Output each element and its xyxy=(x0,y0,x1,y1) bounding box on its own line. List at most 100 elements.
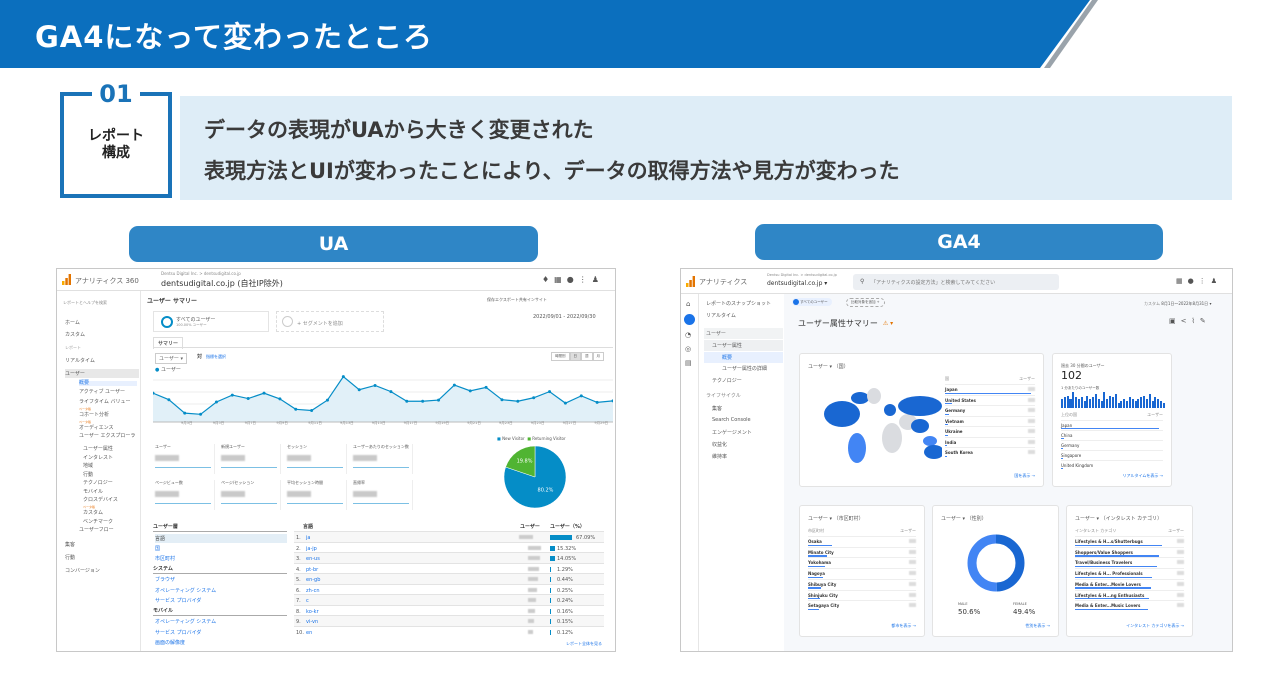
donut-segment-female[interactable] xyxy=(967,534,1025,592)
table-row[interactable]: 2. ja-jp 15.32% xyxy=(294,541,604,553)
table-row[interactable]: 5. en-gb 0.44% xyxy=(294,573,604,584)
select-metric-link[interactable]: 指標を選択 xyxy=(206,354,226,359)
nav-item[interactable]: コンバージョン xyxy=(65,567,100,574)
users-point[interactable] xyxy=(611,399,614,403)
table-row[interactable]: 10. en 0.12% xyxy=(294,625,604,637)
users-point[interactable] xyxy=(373,383,377,387)
minute-bar[interactable] xyxy=(1066,395,1069,408)
card-link[interactable]: インタレスト カテゴリを表示 → xyxy=(1126,623,1184,628)
list-row[interactable]: Shibuya City xyxy=(808,578,916,590)
nav-subitem[interactable]: 地域 xyxy=(83,463,94,469)
nav-item[interactable]: レポートのスナップショット xyxy=(706,301,772,307)
dimension-link[interactable]: 国 xyxy=(155,545,161,552)
nav-subitem[interactable]: ユーザー属性 xyxy=(83,446,113,452)
minute-bar[interactable] xyxy=(1162,402,1165,408)
map-region[interactable] xyxy=(851,392,869,404)
reports-icon[interactable] xyxy=(684,314,695,325)
more-icon[interactable]: ⋮ xyxy=(578,275,592,284)
list-row[interactable]: Lifestyles & H...ng Enthusiasts xyxy=(1075,589,1184,601)
users-point[interactable] xyxy=(389,390,393,394)
table-row[interactable]: 8. ko-kr 0.16% xyxy=(294,604,604,616)
nav-subitem[interactable]: アクティブ ユーザー xyxy=(79,388,125,395)
minute-bar[interactable] xyxy=(1083,400,1086,408)
table-row[interactable]: 3. en-us 14.05% xyxy=(294,552,604,563)
map-region[interactable] xyxy=(898,396,942,416)
minute-bar[interactable] xyxy=(1117,402,1120,408)
users-point[interactable] xyxy=(595,400,599,404)
breadcrumb[interactable]: Dentsu Digital Inc. > dentsudigital.co.j… xyxy=(767,273,837,277)
add-comparison-button[interactable]: 比較対象を追加 + xyxy=(846,298,885,307)
pie-slice[interactable] xyxy=(505,445,536,478)
users-point[interactable] xyxy=(246,397,250,401)
language-link[interactable]: en-gb xyxy=(306,577,321,583)
insights-icon[interactable]: ⌇ xyxy=(1191,317,1200,325)
list-row[interactable]: Vietnam xyxy=(945,415,1035,427)
minute-bar[interactable] xyxy=(1126,400,1129,408)
minute-bar[interactable] xyxy=(1072,392,1075,408)
list-row[interactable]: Singapore xyxy=(1061,450,1163,460)
list-row[interactable]: Shoppers/Value Shoppers xyxy=(1075,546,1184,558)
list-row[interactable]: Osaka xyxy=(808,536,916,547)
minute-bar[interactable] xyxy=(1094,393,1097,408)
topbar-icons[interactable]: ♦▦●⋮♟ xyxy=(542,275,604,284)
users-point[interactable] xyxy=(484,385,488,389)
metric-tile[interactable]: ユーザー xyxy=(153,444,215,474)
nav-subitem[interactable]: コホート分析 xyxy=(79,411,110,418)
map-region[interactable] xyxy=(848,433,866,463)
metric-tile[interactable]: 平均セッション時間 xyxy=(285,480,347,510)
users-point[interactable] xyxy=(579,394,583,398)
card-link[interactable]: 都市を表示 → xyxy=(891,623,916,628)
minute-bar[interactable] xyxy=(1114,393,1117,408)
action-2[interactable]: 共有 xyxy=(518,297,527,302)
minute-bar[interactable] xyxy=(1148,393,1151,408)
users-point[interactable] xyxy=(516,399,520,403)
minute-bar[interactable] xyxy=(1123,399,1126,408)
list-row[interactable]: United States xyxy=(945,394,1035,406)
add-segment-button[interactable]: + セグメントを追加 xyxy=(276,311,384,332)
language-link[interactable]: en xyxy=(306,629,313,636)
table-row[interactable]: 9. vi-vn 0.15% xyxy=(294,615,604,626)
minute-bar[interactable] xyxy=(1145,399,1148,408)
card-link[interactable]: リアルタイムを表示 → xyxy=(1122,473,1163,478)
metric-tile[interactable]: セッション xyxy=(285,444,347,474)
users-point[interactable] xyxy=(357,388,361,392)
minute-bar[interactable] xyxy=(1075,397,1078,408)
users-point[interactable] xyxy=(437,398,441,402)
list-row[interactable]: Media & Enter...Movie Lovers xyxy=(1075,578,1184,590)
segment-chip[interactable]: すべてのユーザー xyxy=(792,298,832,306)
nav-subitem[interactable]: テクノロジー xyxy=(83,480,113,486)
metric-tile[interactable]: ユーザーあたりのセッション数 xyxy=(351,444,413,474)
users-point[interactable] xyxy=(214,400,218,404)
action-0[interactable]: 保存 xyxy=(487,297,495,302)
users-point[interactable] xyxy=(341,375,345,379)
list-row[interactable]: China xyxy=(1061,430,1163,440)
property-selector[interactable]: dentsudigital.co.jp (自社IP除外) xyxy=(161,279,283,288)
minute-bar[interactable] xyxy=(1086,395,1089,408)
minute-bar[interactable] xyxy=(1131,399,1134,408)
minute-bar[interactable] xyxy=(1134,400,1137,408)
notification-icon[interactable]: ♦ xyxy=(542,275,555,284)
minute-bar[interactable] xyxy=(1069,399,1072,408)
granularity-3[interactable]: 月 xyxy=(592,352,604,361)
minute-bar[interactable] xyxy=(1089,399,1092,408)
nav-item[interactable]: リアルタイム xyxy=(65,358,95,364)
minute-bar[interactable] xyxy=(1109,395,1112,408)
nav-item[interactable]: カスタム xyxy=(65,332,86,338)
card-link[interactable]: 性別を表示 → xyxy=(1025,623,1050,628)
edit-icon[interactable]: ✎ xyxy=(1199,317,1211,325)
list-row[interactable]: Japan xyxy=(1061,420,1163,430)
nav-subitem[interactable]: インタレスト xyxy=(83,454,114,461)
list-row[interactable]: Lifestyles & H... Professionals xyxy=(1075,568,1184,579)
action-1[interactable]: エクスポート xyxy=(495,297,519,302)
users-point[interactable] xyxy=(405,399,409,403)
avatar[interactable]: ♟ xyxy=(591,275,604,284)
minute-bar[interactable] xyxy=(1106,399,1109,408)
list-row[interactable]: Ukraine xyxy=(945,426,1035,437)
granularity-1[interactable]: 日 xyxy=(569,352,581,361)
nav-item[interactable]: エンゲージメント xyxy=(712,430,752,436)
explore-icon[interactable]: ◔ xyxy=(685,331,692,339)
users-point[interactable] xyxy=(278,397,282,401)
nav-section-users[interactable]: ユーザー xyxy=(704,328,783,339)
nav-item[interactable]: 集客 xyxy=(65,541,76,548)
minute-bar[interactable] xyxy=(1077,399,1080,408)
